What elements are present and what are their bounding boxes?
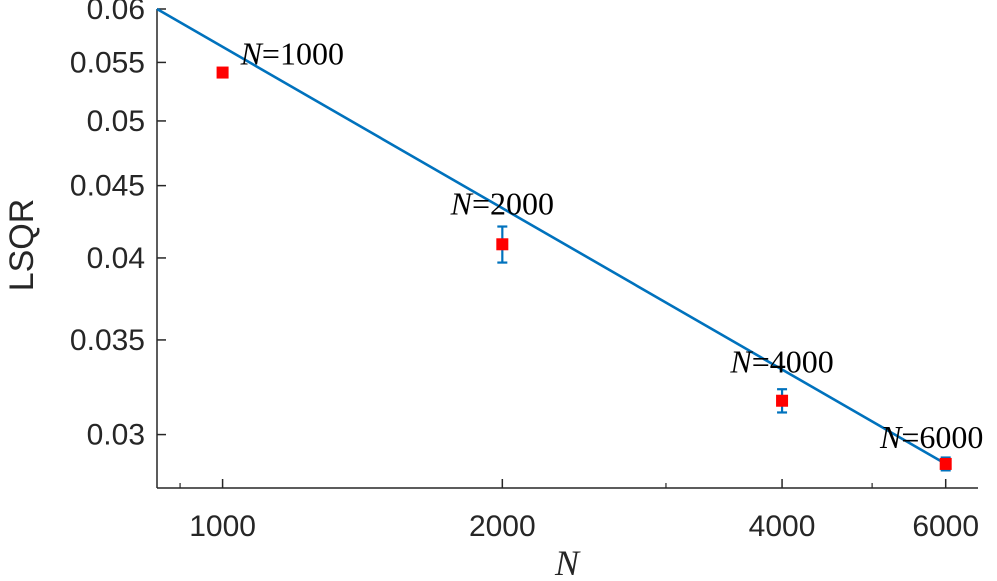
point-label-value: =2000 xyxy=(472,185,554,221)
y-tick-label: 0.03 xyxy=(87,419,145,452)
y-tick-label: 0.06 xyxy=(87,0,145,26)
y-axis-title: LSQR xyxy=(3,199,41,292)
y-tick-label: 0.035 xyxy=(70,324,145,357)
fit-line xyxy=(156,7,947,466)
x-tick-label: 4000 xyxy=(749,510,816,543)
y-tick-label: 0.04 xyxy=(87,242,145,275)
x-tick-label: 1000 xyxy=(189,510,256,543)
point-label: N=4000 xyxy=(729,344,833,380)
x-tick-label: 2000 xyxy=(469,510,536,543)
point-label-variable: N xyxy=(729,344,753,380)
y-tick-label: 0.05 xyxy=(87,105,145,138)
point-label-value: =4000 xyxy=(752,344,834,380)
y-tick-label: 0.045 xyxy=(70,170,145,203)
data-point xyxy=(496,238,509,251)
point-label: N=6000 xyxy=(879,419,983,455)
data-point xyxy=(939,457,952,470)
point-label-value: =1000 xyxy=(262,36,344,72)
x-axis-ticks: 1000 2000 4000 6000 xyxy=(179,479,979,543)
y-tick-label: 0.055 xyxy=(70,46,145,79)
point-label-variable: N xyxy=(879,419,903,455)
point-label-value: =6000 xyxy=(901,419,983,455)
point-label-variable: N xyxy=(240,36,264,72)
point-label: N=1000 xyxy=(240,36,344,72)
y-axis-ticks: 0.03 0.035 0.04 0.045 0.05 0.055 0.06 xyxy=(70,0,166,452)
point-label-variable: N xyxy=(450,185,474,221)
x-tick-label: 6000 xyxy=(912,510,979,543)
data-point xyxy=(216,66,229,79)
point-label: N=2000 xyxy=(450,185,554,221)
data-point xyxy=(776,394,789,407)
x-axis-title: N xyxy=(554,543,581,581)
